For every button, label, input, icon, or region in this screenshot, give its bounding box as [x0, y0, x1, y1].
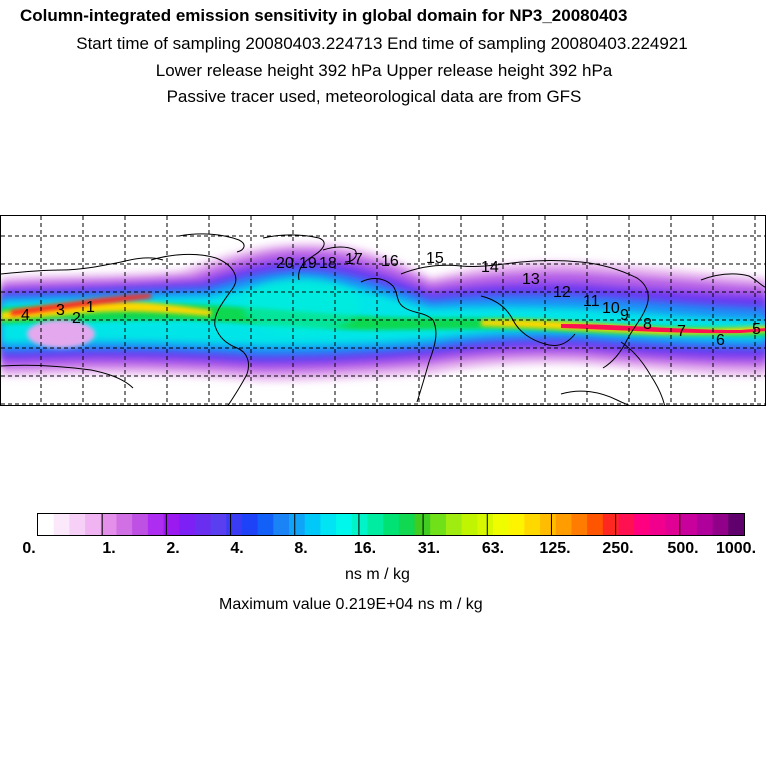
colorbar-swatch	[351, 514, 369, 535]
trajectory-label: 2	[72, 310, 81, 327]
maximum-value: Maximum value 0.219E+04 ns m / kg	[219, 596, 483, 613]
colorbar-swatch	[100, 514, 118, 535]
trajectory-label: 17	[345, 251, 363, 268]
sampling-times: Start time of sampling 20080403.224713 E…	[76, 34, 688, 53]
colorbar-swatch	[571, 514, 588, 535]
colorbar-swatch	[289, 514, 306, 535]
colorbar-swatch	[555, 514, 573, 535]
colorbar-swatch	[461, 514, 478, 535]
colorbar-swatch	[383, 514, 400, 535]
colorbar-tick-label: 250.	[602, 540, 634, 557]
trajectory-label: 7	[677, 323, 686, 340]
colorbar-swatch	[681, 514, 698, 535]
colorbar-swatch	[69, 514, 86, 535]
colorbar-swatch	[367, 514, 384, 535]
trajectory-label: 11	[583, 293, 600, 310]
lat-lon-grid	[1, 216, 765, 405]
trajectory-markers: 4 3 2 1 20 19 18 17 16 15 14 13 12 11 10…	[21, 250, 761, 349]
colorbar-swatch	[665, 514, 682, 535]
trajectory-label: 13	[522, 271, 540, 288]
colorbar-swatch	[163, 514, 180, 535]
colorbar-swatch	[508, 514, 525, 535]
colorbar-swatch	[618, 514, 635, 535]
colorbar-swatch	[492, 514, 510, 535]
colorbar-swatch	[85, 514, 102, 535]
colorbar-swatch	[524, 514, 541, 535]
colorbar-swatch	[304, 514, 321, 535]
colorbar-tick-label: 63.	[481, 540, 505, 557]
colorbar-swatch	[587, 514, 604, 535]
sensitivity-map: 4 3 2 1 20 19 18 17 16 15 14 13 12 11 10…	[0, 215, 766, 406]
plot-title: Column-integrated emission sensitivity i…	[20, 6, 628, 25]
colorbar-swatch	[132, 514, 149, 535]
colorbar-swatch	[273, 514, 290, 535]
colorbar-tick-label: 125.	[539, 540, 571, 557]
colorbar-swatch	[712, 514, 729, 535]
colorbar-swatch	[477, 514, 494, 535]
map-canvas: 4 3 2 1 20 19 18 17 16 15 14 13 12 11 10…	[1, 216, 765, 405]
colorbar-tick-label: 500.	[667, 540, 699, 557]
trajectory-label: 3	[56, 302, 65, 319]
colorbar	[37, 513, 745, 536]
trajectory-label: 8	[643, 316, 652, 333]
colorbar-swatch	[398, 514, 416, 535]
trajectory-label: 19	[299, 255, 317, 272]
trajectory-label: 15	[426, 250, 444, 267]
colorbar-swatch	[226, 514, 243, 535]
colorbar-swatch	[728, 514, 744, 535]
colorbar-swatch	[634, 514, 651, 535]
trajectory-label: 4	[21, 307, 30, 324]
colorbar-swatch	[38, 514, 55, 535]
trajectory-label: 16	[381, 253, 399, 270]
colorbar-tick-label: 31.	[417, 540, 441, 557]
colorbar-swatch	[649, 514, 667, 535]
colorbar-tick-label: 0.	[22, 540, 36, 557]
trajectory-label: 9	[620, 307, 629, 324]
colorbar-tick-label: 8.	[294, 540, 308, 557]
colorbar-swatch	[147, 514, 165, 535]
colorbar-swatch	[430, 514, 447, 535]
colorbar-swatch	[696, 514, 714, 535]
colorbar-swatch	[241, 514, 259, 535]
colorbar-swatch	[116, 514, 133, 535]
colorbar-tick-label: 1000.	[715, 540, 757, 557]
trajectory-label: 12	[553, 284, 571, 301]
trajectory-label: 10	[602, 300, 620, 317]
colorbar-swatch	[445, 514, 463, 535]
colorbar-swatch	[540, 514, 557, 535]
colorbar-tick-label: 4.	[230, 540, 244, 557]
colorbar-swatch	[179, 514, 196, 535]
trajectory-label: 6	[716, 332, 725, 349]
trajectory-label: 14	[481, 259, 499, 276]
colorbar-swatch	[194, 514, 212, 535]
colorbar-tick-label: 2.	[166, 540, 180, 557]
colorbar-swatches	[38, 514, 744, 535]
colorbar-swatch	[320, 514, 337, 535]
colorbar-swatch	[257, 514, 274, 535]
colorbar-swatch	[602, 514, 620, 535]
colorbar-swatch	[210, 514, 227, 535]
colorbar-tick-label: 1.	[102, 540, 116, 557]
trajectory-label: 5	[752, 321, 761, 338]
trajectory-label: 20	[276, 255, 294, 272]
colorbar-tick-label: 16.	[353, 540, 377, 557]
colorbar-swatch	[53, 514, 70, 535]
release-heights: Lower release height 392 hPa Upper relea…	[155, 61, 613, 80]
colorbar-units: ns m / kg	[345, 566, 410, 583]
data-source-note: Passive tracer used, meteorological data…	[166, 87, 582, 106]
colorbar-swatch	[336, 514, 353, 535]
trajectory-label: 18	[319, 255, 337, 272]
trajectory-label: 1	[86, 299, 95, 316]
